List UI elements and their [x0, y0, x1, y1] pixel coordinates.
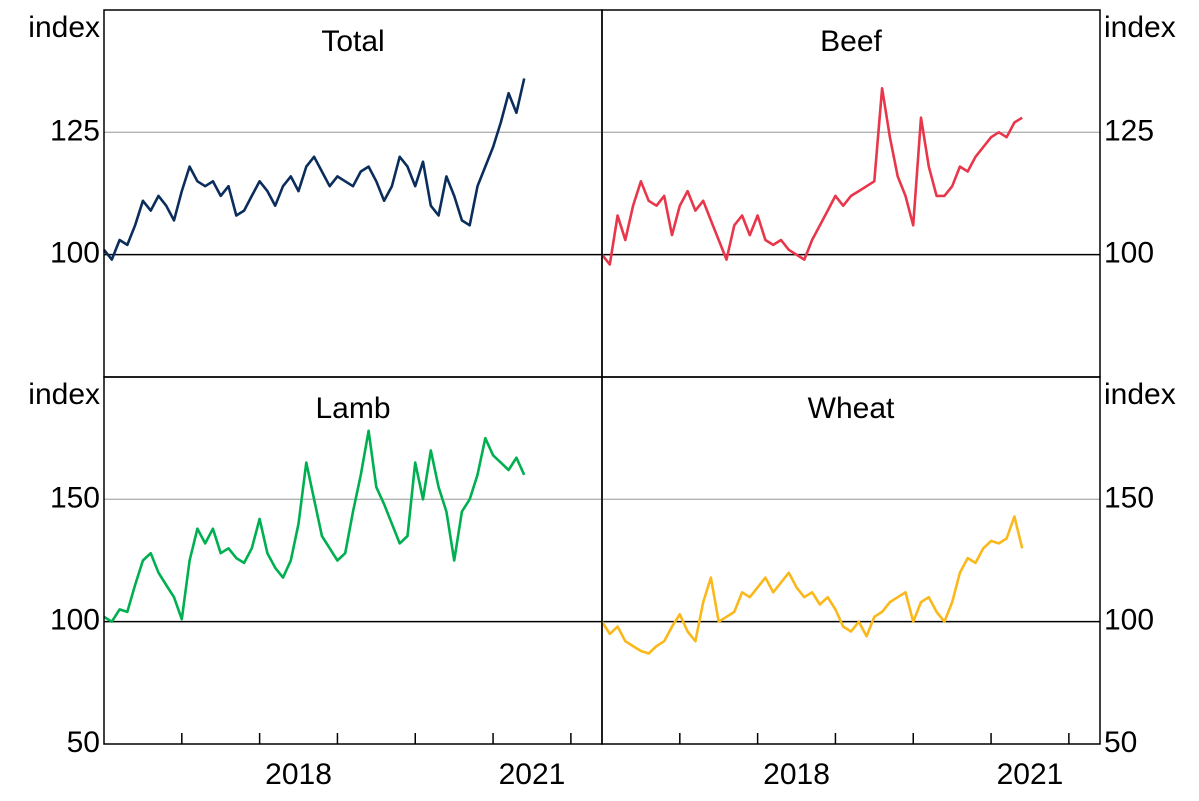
panel-title: Beef — [820, 25, 882, 58]
y-axis-label: index — [28, 378, 100, 411]
y-tick-label: 125 — [50, 114, 100, 147]
panel-title: Lamb — [315, 392, 390, 425]
panel-title: Wheat — [808, 392, 895, 425]
data-line — [600, 515, 1024, 655]
data-line — [103, 429, 526, 623]
y-tick-label: 100 — [1104, 604, 1154, 637]
y-axis-label: index — [1104, 378, 1176, 411]
y-tick-label: 150 — [50, 481, 100, 514]
panel-frame — [103, 376, 603, 745]
panel-title: Total — [321, 25, 384, 58]
y-tick-label: 125 — [1104, 114, 1154, 147]
panel-frame — [601, 9, 1101, 378]
y-tick-label: 100 — [50, 237, 100, 270]
y-tick-label: 150 — [1104, 481, 1154, 514]
data-line — [102, 78, 526, 261]
y-tick-label: 50 — [67, 726, 100, 759]
y-axis-label: index — [28, 11, 100, 44]
y-tick-label: 50 — [1104, 726, 1137, 759]
y-axis-label: index — [1104, 11, 1176, 44]
y-tick-label: 100 — [50, 604, 100, 637]
panel-frame — [103, 9, 603, 378]
x-tick-label: 2018 — [763, 758, 830, 791]
x-tick-label: 2021 — [997, 758, 1064, 791]
y-tick-label: 100 — [1104, 237, 1154, 270]
panel-frame — [601, 376, 1101, 745]
data-line — [600, 87, 1023, 266]
x-tick-label: 2021 — [499, 758, 566, 791]
x-tick-label: 2018 — [265, 758, 332, 791]
